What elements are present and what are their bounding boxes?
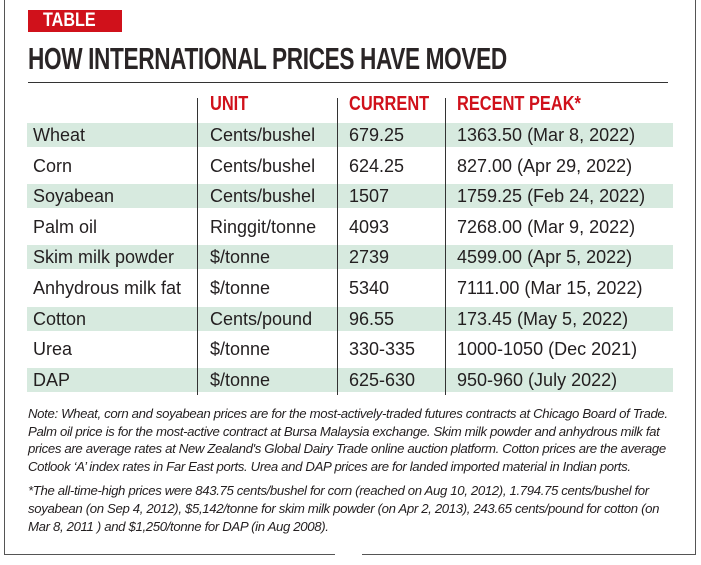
frame-bottom-left — [4, 554, 335, 555]
recent-peak-cell: 1000-1050 (Dec 2021) — [457, 339, 638, 360]
current-price-cell: 624.25 — [349, 155, 405, 176]
table-frame — [4, 0, 696, 555]
commodity-cell: Skim milk powder — [33, 247, 175, 268]
table-row: Palm oil Ringgit/tonne 4093 7268.00 (Mar 9,… — [27, 212, 673, 243]
note-text: Note: Wheat, corn and soyabean prices ar… — [28, 406, 668, 474]
current-price-cell: 1507 — [349, 186, 390, 207]
current-price-cell: 2739 — [349, 247, 390, 268]
table-row: Wheat Cents/bushel 679.25 1363.50 (Mar 8, 2… — [27, 120, 673, 151]
header-current: CURRENT — [349, 93, 430, 115]
recent-peak-cell: 1759.25 (Feb 24, 2022) — [457, 186, 646, 207]
table-row: DAP $/tonne 625-630 950-960 (July 2022) — [27, 365, 673, 396]
row-band — [27, 367, 673, 392]
title-divider — [28, 82, 668, 83]
badge-label: TABLE — [43, 10, 96, 31]
unit-cell: $/tonne — [210, 339, 271, 360]
row-band — [27, 123, 673, 147]
current-price-cell: 625-630 — [349, 369, 416, 390]
current-price-cell: 330-335 — [349, 339, 416, 360]
recent-peak-cell: 173.45 (May 5, 2022) — [457, 308, 629, 329]
column-divider — [445, 98, 446, 395]
commodity-cell: Urea — [33, 339, 73, 360]
recent-peak-cell: 950-960 (July 2022) — [457, 369, 618, 390]
commodity-cell: Corn — [33, 155, 73, 176]
current-price-cell: 4093 — [349, 216, 390, 237]
unit-cell: $/tonne — [210, 369, 271, 390]
header-unit: UNIT — [210, 93, 249, 115]
table-row: Soyabean Cents/bushel 1507 1759.25 (Feb 24,… — [27, 181, 673, 212]
unit-cell: Cents/pound — [210, 308, 313, 329]
table-row: Cotton Cents/pound 96.55 173.45 (May 5, 202… — [27, 304, 673, 335]
unit-cell: Cents/bushel — [210, 125, 316, 145]
current-price-cell: 5340 — [349, 277, 390, 298]
price-table: Wheat Cents/bushel 679.25 1363.50 (Mar 8, 2… — [27, 120, 673, 395]
recent-peak-cell: 1363.50 (Mar 8, 2022) — [457, 125, 636, 145]
unit-cell: $/tonne — [210, 277, 271, 298]
commodity-cell: Wheat — [33, 125, 86, 145]
commodity-cell: Anhydrous milk fat — [33, 277, 182, 298]
current-price-cell: 96.55 — [349, 308, 395, 329]
commodity-cell: Soyabean — [33, 186, 115, 207]
column-divider — [337, 98, 338, 395]
footnote-text: *The all-time-high prices were 843.75 ce… — [28, 483, 660, 534]
unit-cell: $/tonne — [210, 247, 271, 268]
row-band — [27, 306, 673, 331]
column-divider — [197, 98, 198, 395]
unit-cell: Cents/bushel — [210, 186, 316, 207]
table-row: Anhydrous milk fat $/tonne 5340 7111.00 (Ma… — [27, 273, 673, 304]
current-price-cell: 679.25 — [349, 125, 405, 145]
frame-bottom-right — [362, 554, 696, 555]
unit-cell: Cents/bushel — [210, 155, 316, 176]
row-band — [27, 184, 673, 209]
recent-peak-cell: 7111.00 (Mar 15, 2022) — [457, 277, 643, 298]
commodity-cell: Palm oil — [33, 216, 98, 237]
recent-peak-cell: 4599.00 (Apr 5, 2022) — [457, 247, 633, 268]
table-row: Urea $/tonne 330-335 1000-1050 (Dec 2021) — [27, 334, 673, 365]
table-row: Skim milk powder $/tonne 2739 4599.00 (Apr … — [27, 242, 673, 273]
table-badge: TABLE — [28, 10, 122, 32]
page-title: HOW INTERNATIONAL PRICES HAVE MOVED — [28, 41, 507, 76]
notes: Note: Wheat, corn and soyabean prices ar… — [28, 405, 673, 542]
recent-peak-cell: 827.00 (Apr 29, 2022) — [457, 155, 633, 176]
row-band — [27, 245, 673, 270]
header-recent-peak: RECENT PEAK* — [457, 93, 581, 115]
commodity-cell: DAP — [33, 369, 71, 390]
table-row: Corn Cents/bushel 624.25 827.00 (Apr 29, 20… — [27, 151, 673, 182]
unit-cell: Ringgit/tonne — [210, 216, 317, 237]
commodity-cell: Cotton — [33, 308, 87, 329]
recent-peak-cell: 7268.00 (Mar 9, 2022) — [457, 216, 636, 237]
